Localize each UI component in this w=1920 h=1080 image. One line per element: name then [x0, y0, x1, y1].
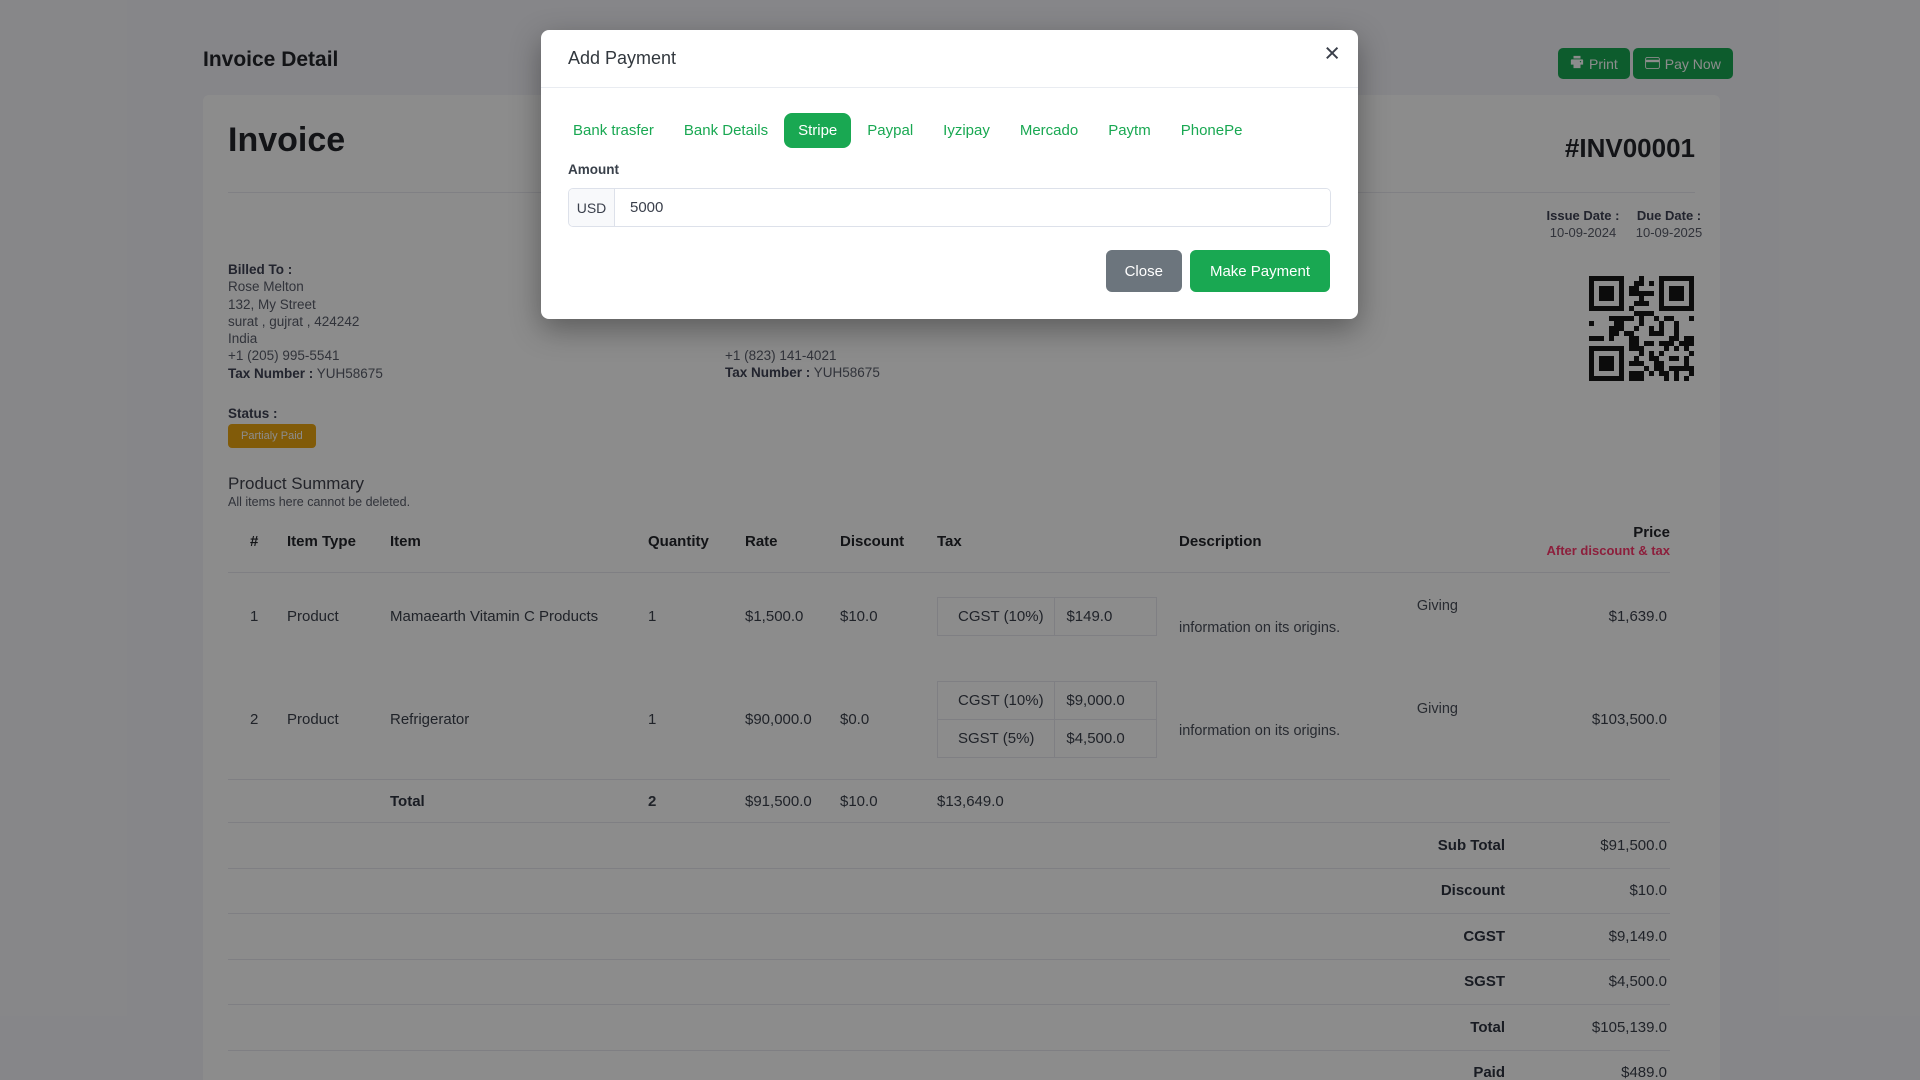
col-header-price: Price After discount & tax — [1546, 524, 1670, 558]
topbar-actions: Print Pay Now — [1558, 48, 1733, 79]
summary-row-paid: Paid $489.0 — [228, 1051, 1670, 1080]
product-table: # Item Type Item Quantity Rate Discount … — [228, 510, 1670, 1080]
col-header-tax: Tax — [937, 532, 962, 550]
billed-to-label: Billed To : — [228, 262, 293, 277]
summary-row-sgst: SGST $4,500.0 — [228, 960, 1670, 1005]
shipped-to-tax-label: Tax Number : — [725, 365, 811, 381]
printer-icon — [1570, 55, 1584, 72]
description-cell: Giving information on its origins. — [1179, 597, 1458, 636]
print-button-label: Print — [1589, 55, 1618, 72]
due-date-label: Due Date : — [1636, 208, 1702, 223]
billed-to-tax-value: YUH58675 — [316, 365, 383, 381]
summary-row-cgst: CGST $9,149.0 — [228, 914, 1670, 960]
credit-card-icon — [1644, 56, 1660, 72]
tab-paypal[interactable]: Paypal — [853, 113, 927, 148]
table-row: 2 Product Refrigerator 1 $90,000.0 $0.0 … — [228, 660, 1670, 779]
status-badge: Partialy Paid — [228, 424, 316, 448]
product-summary-title: Product Summary — [228, 474, 365, 493]
col-header-item-type: Item Type — [287, 532, 356, 550]
close-button[interactable]: Close — [1105, 250, 1182, 292]
pay-now-button-label: Pay Now — [1664, 55, 1721, 72]
add-payment-modal: Add Payment × Bank trasfer Bank Details … — [541, 30, 1358, 319]
billed-to-phone: +1 (205) 995-5541 — [228, 348, 340, 364]
summary-row-discount: Discount $10.0 — [228, 869, 1670, 914]
tax-breakdown: CGST (10%) $149.0 — [936, 597, 1157, 636]
price-subnote: After discount & tax — [1546, 543, 1670, 558]
modal-header: Add Payment × — [541, 30, 1358, 88]
amount-input[interactable] — [615, 189, 1330, 226]
qr-code — [1589, 276, 1695, 382]
product-summary-subtitle: All items here cannot be deleted. — [228, 495, 411, 509]
col-header-rate: Rate — [745, 532, 778, 550]
shipped-to-tax-value: YUH58675 — [813, 365, 880, 381]
billed-to-block: Billed To : Rose Melton 132, My Street s… — [228, 261, 383, 382]
billed-to-name: Rose Melton — [228, 279, 304, 295]
due-date: Due Date : 10-09-2025 — [1629, 207, 1709, 241]
col-header-discount: Discount — [840, 532, 905, 550]
billed-to-city: surat , gujrat , 424242 — [228, 313, 360, 329]
table-header-row: # Item Type Item Quantity Rate Discount … — [228, 510, 1670, 573]
due-date-value: 10-09-2025 — [1635, 225, 1703, 240]
billed-to-street: 132, My Street — [228, 296, 316, 312]
shipped-to-phone: +1 (823) 141-4021 — [725, 348, 837, 363]
modal-title: Add Payment — [568, 48, 677, 68]
shipped-to-block: +1 (823) 141-4021 Tax Number : YUH58675 — [725, 347, 880, 382]
payment-method-tabs: Bank trasfer Bank Details Stripe Paypal … — [559, 113, 1358, 148]
modal-footer: Close Make Payment — [1105, 250, 1330, 292]
make-payment-button[interactable]: Make Payment — [1189, 250, 1330, 292]
issue-date-label: Issue Date : — [1546, 208, 1620, 223]
issue-date-value: 10-09-2024 — [1549, 225, 1617, 240]
tab-stripe[interactable]: Stripe — [784, 113, 852, 148]
col-header-num: # — [250, 532, 259, 550]
tab-phonepe[interactable]: PhonePe — [1167, 113, 1257, 148]
amount-input-group: USD — [568, 188, 1331, 227]
col-header-description: Description — [1179, 532, 1262, 550]
status-label: Status : — [228, 406, 278, 421]
tab-bank-transfer[interactable]: Bank trasfer — [559, 113, 668, 148]
tab-paytm[interactable]: Paytm — [1094, 113, 1165, 148]
print-button[interactable]: Print — [1558, 48, 1630, 79]
summary-row-subtotal: Sub Total $91,500.0 — [228, 823, 1670, 869]
issue-date: Issue Date : 10-09-2024 — [1543, 207, 1623, 241]
col-header-item: Item — [390, 532, 421, 550]
close-icon[interactable]: × — [1324, 38, 1340, 68]
tax-breakdown: CGST (10%) $9,000.0 SGST (5%) $4,500.0 — [936, 681, 1157, 758]
billed-to-tax-label: Tax Number : — [228, 365, 314, 381]
table-total-row: Total 2 $91,500.0 $10.0 $13,649.0 — [228, 779, 1670, 823]
summary-row-total: Total $105,139.0 — [228, 1005, 1670, 1051]
tab-iyzipay[interactable]: Iyzipay — [929, 113, 1004, 148]
table-row: 1 Product Mamaearth Vitamin C Products 1… — [228, 573, 1670, 660]
tab-mercado[interactable]: Mercado — [1006, 113, 1092, 148]
page-title: Invoice Detail — [203, 48, 339, 71]
billed-to-country: India — [228, 331, 258, 347]
pay-now-button[interactable]: Pay Now — [1632, 48, 1733, 79]
invoice-number: #INV00001 — [1564, 133, 1695, 163]
tab-bank-details[interactable]: Bank Details — [670, 113, 782, 148]
col-header-quantity: Quantity — [648, 532, 709, 550]
amount-label: Amount — [568, 162, 619, 177]
currency-prefix: USD — [569, 189, 615, 226]
description-cell: Giving information on its origins. — [1179, 700, 1458, 739]
invoice-heading: Invoice — [228, 121, 346, 159]
